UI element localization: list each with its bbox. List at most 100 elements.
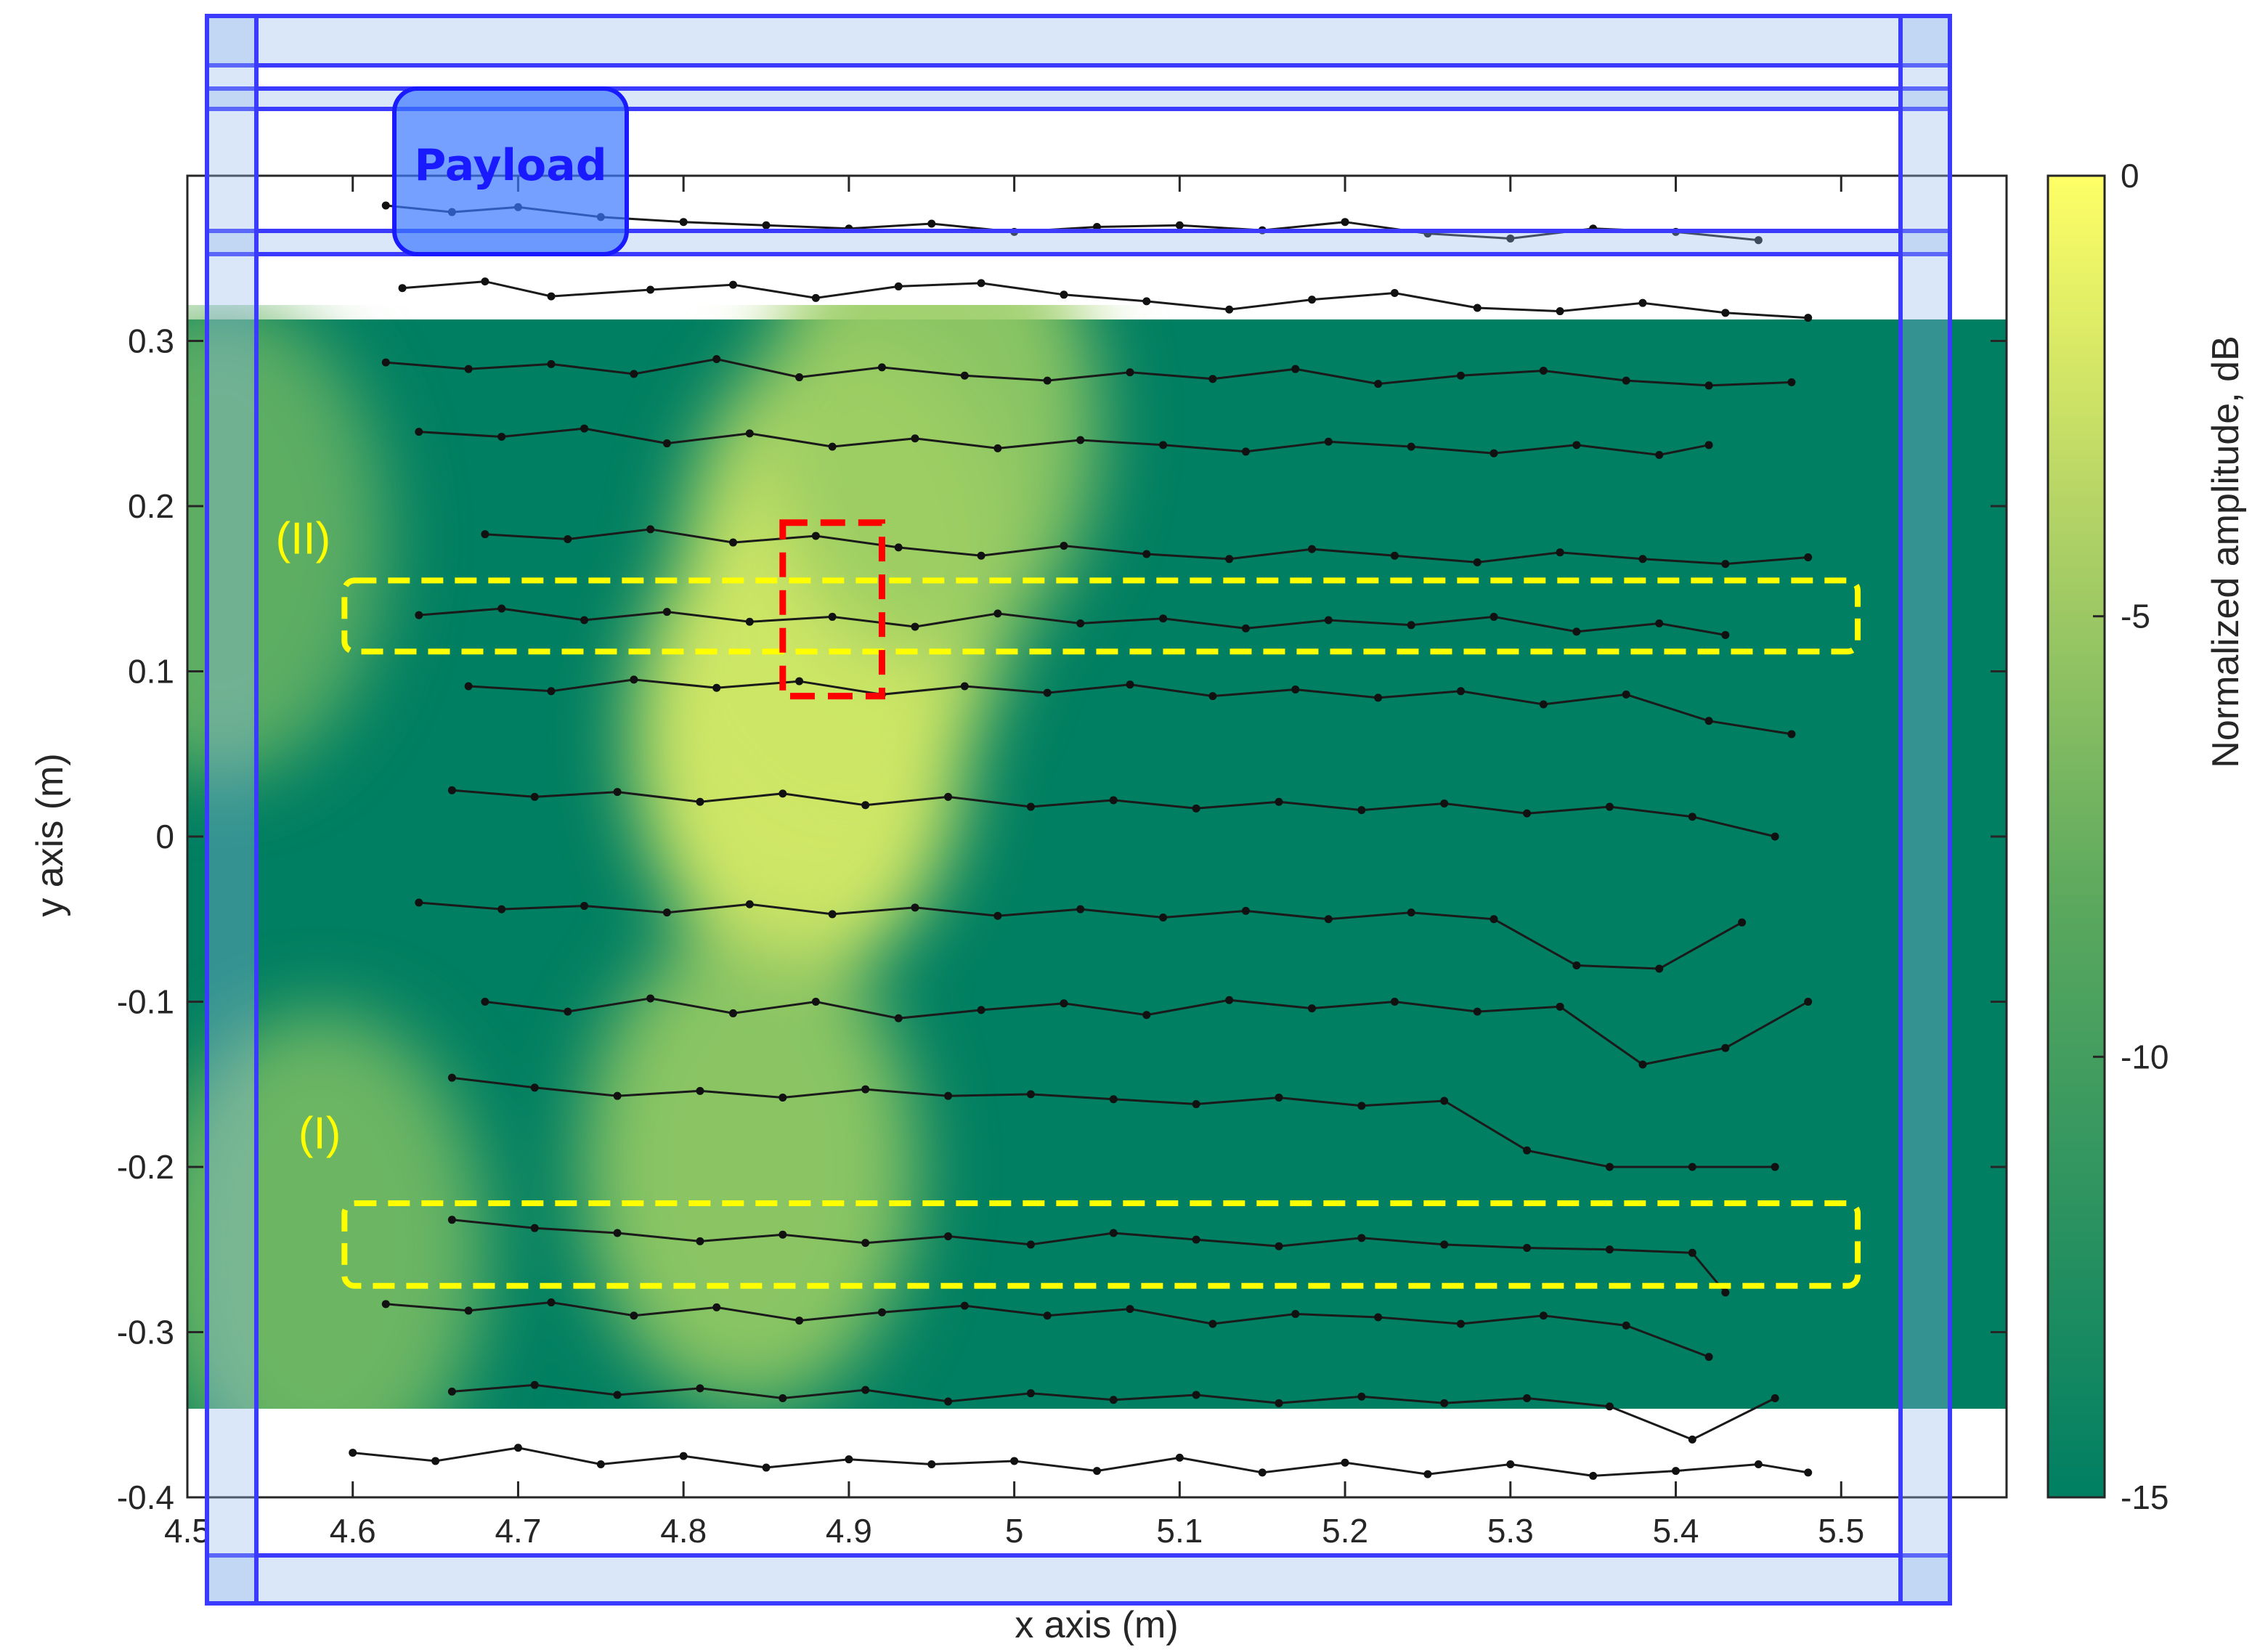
trajectory-point xyxy=(1109,796,1118,805)
y-tick-label: -0.3 xyxy=(117,1314,174,1351)
trajectory-point xyxy=(762,1463,771,1472)
trajectory-point xyxy=(530,792,539,801)
trajectory-point xyxy=(1523,809,1532,818)
trajectory-point xyxy=(877,1308,886,1317)
trajectory-point xyxy=(630,1311,638,1320)
trajectory-point xyxy=(944,1397,953,1406)
y-axis-label: y axis (m) xyxy=(29,753,71,916)
trajectory-14 xyxy=(447,1380,1779,1444)
colorbar-tick-label: 0 xyxy=(2121,157,2139,195)
trajectory-point xyxy=(1142,1011,1151,1020)
annotation-box-2 xyxy=(341,1200,1861,1289)
trajectory-point xyxy=(1704,717,1713,725)
trajectory-point xyxy=(1556,548,1564,557)
trajectory-point xyxy=(927,219,936,228)
trajectory-point xyxy=(613,1391,622,1399)
trajectory-point xyxy=(993,609,1002,618)
trajectory-point xyxy=(1241,906,1250,915)
payload-box xyxy=(392,86,629,256)
trajectory-point xyxy=(1308,296,1317,304)
trajectory-point xyxy=(1539,366,1548,375)
trajectory-point xyxy=(1192,1391,1200,1399)
trajectory-3 xyxy=(381,355,1796,390)
trajectory-point xyxy=(630,675,638,684)
trajectory-point xyxy=(1390,551,1399,560)
trajectory-point xyxy=(1721,1288,1730,1297)
trajectory-point xyxy=(1308,1004,1317,1013)
overlay-bottom-bar xyxy=(205,1553,1952,1606)
trajectory-point xyxy=(1109,1229,1118,1237)
x-tick-label: 4.9 xyxy=(826,1512,872,1550)
trajectory-point xyxy=(1407,908,1415,917)
trajectory-point xyxy=(1093,1467,1101,1476)
trajectory-point xyxy=(1208,1319,1217,1328)
trajectory-point xyxy=(1804,553,1813,562)
heatmap-hot-spots xyxy=(187,305,1099,1409)
trajectory-point xyxy=(381,201,390,210)
heatmap-background xyxy=(187,319,2007,1409)
trajectory-point xyxy=(679,1452,688,1460)
trajectory-point xyxy=(447,786,456,794)
trajectory-point xyxy=(1026,1090,1035,1099)
trajectory-point xyxy=(646,994,655,1003)
trajectory-point xyxy=(1556,1002,1564,1011)
trajectory-point xyxy=(1407,442,1415,451)
trajectory-point xyxy=(729,280,737,289)
trajectory-4 xyxy=(415,424,1713,459)
trajectory-point xyxy=(1291,685,1300,694)
trajectory-point xyxy=(1787,730,1796,738)
trajectory-point xyxy=(1175,1453,1184,1462)
trajectory-point xyxy=(1473,304,1481,312)
trajectory-point xyxy=(1457,687,1465,696)
trajectory-point xyxy=(1341,1458,1349,1467)
trajectory-point xyxy=(1126,1305,1134,1314)
trajectory-point xyxy=(1688,1163,1696,1171)
trajectory-point xyxy=(1440,1399,1449,1407)
trajectory-point xyxy=(828,442,837,451)
trajectory-point xyxy=(613,1091,622,1100)
trajectory-point xyxy=(1175,221,1184,229)
trajectory-point xyxy=(977,279,985,288)
trajectory-point xyxy=(1192,804,1200,813)
trajectory-point xyxy=(630,370,638,378)
trajectory-point xyxy=(960,682,969,691)
trajectory-point xyxy=(861,801,870,810)
trajectory-point xyxy=(1539,1311,1548,1320)
trajectory-point xyxy=(1357,1234,1366,1242)
trajectory-point xyxy=(894,543,903,552)
y-tick-label: 0.2 xyxy=(128,487,174,525)
trajectory-point xyxy=(646,525,655,534)
trajectory-point xyxy=(464,682,473,691)
trajectory-point xyxy=(447,1073,456,1082)
trajectory-point xyxy=(911,903,919,912)
trajectory-point xyxy=(1473,1007,1481,1016)
hot-spot-4 xyxy=(764,305,1099,664)
y-tick-label: -0.4 xyxy=(117,1478,174,1516)
hot-spot-5 xyxy=(187,305,388,779)
trajectory-point xyxy=(993,911,1002,920)
trajectory-point xyxy=(861,1085,870,1094)
trajectory-line xyxy=(352,1446,1808,1477)
y-tick-label: 0.1 xyxy=(128,653,174,691)
trajectory-point xyxy=(1275,797,1283,806)
x-tick-label: 5.4 xyxy=(1653,1512,1699,1550)
trajectory-point xyxy=(1241,447,1250,456)
x-tick-label: 4.6 xyxy=(330,1512,376,1550)
trajectory-point xyxy=(1771,832,1779,841)
trajectory-point xyxy=(1208,375,1217,383)
trajectory-point xyxy=(779,1394,787,1402)
trajectory-point xyxy=(977,551,985,560)
trajectory-point xyxy=(1572,961,1581,969)
trajectory-15 xyxy=(349,1444,1813,1480)
trajectory-point xyxy=(464,1306,473,1315)
trajectory-point xyxy=(1738,918,1747,927)
trajectory-point xyxy=(1721,309,1730,317)
trajectory-point xyxy=(1225,996,1234,1004)
trajectory-point xyxy=(1159,441,1168,449)
trajectory-10 xyxy=(481,994,1813,1069)
trajectory-point xyxy=(349,1449,357,1457)
trajectory-point xyxy=(1605,802,1614,811)
trajectory-point xyxy=(1308,545,1317,553)
trajectory-point xyxy=(1754,1460,1763,1468)
